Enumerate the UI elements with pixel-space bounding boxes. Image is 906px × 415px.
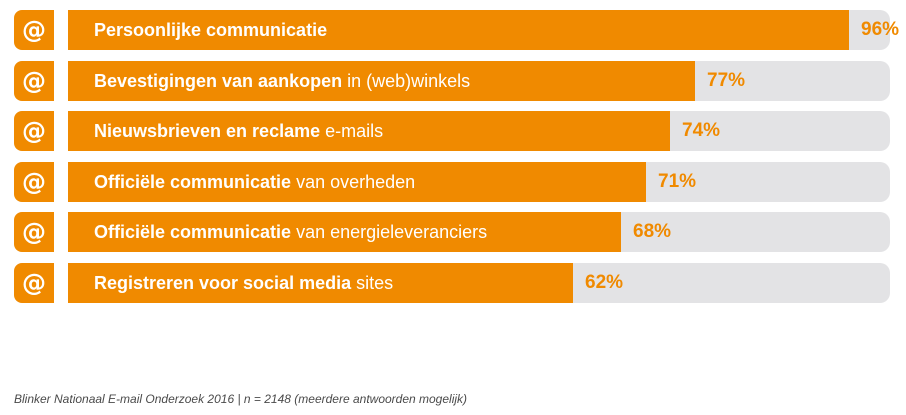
bar [68, 212, 621, 252]
category-label-rest: sites [351, 272, 394, 293]
value-label: 62% [585, 271, 624, 293]
bar [68, 60, 695, 101]
category-label-rest: van energieleveranciers [291, 222, 488, 242]
at-sign-icon: @ [14, 111, 54, 151]
bar-row: @ Persoonlijke communicatie 96% [0, 10, 906, 50]
bar [68, 10, 849, 50]
at-sign-icon: @ [14, 262, 54, 303]
category-label-bold: Officiële communicatie [94, 222, 292, 242]
bar-row: @ Officiële communicatie van overheden 71% [0, 161, 906, 202]
bar-row: @ Officiële communicatie van energielever… [0, 212, 906, 252]
bar-chart: @ Persoonlijke communicatie 96% @ Bevestigin… [0, 10, 906, 303]
at-sign-icon: @ [14, 212, 54, 252]
bar-row: @ Nieuwsbrieven en reclame e-mails 74% [0, 111, 906, 151]
source-footnote: Blinker Nationaal E-mail Onderzoek 2016 … [14, 392, 468, 406]
bar-category-label: Registreren voor social media sites [94, 263, 393, 303]
at-sign-icon: @ [14, 60, 54, 101]
at-sign-icon: @ [14, 161, 54, 202]
category-label-bold: Registreren voor social media [94, 272, 352, 293]
bar-category-label: Bevestigingen van aankopen in (web)winke… [94, 61, 470, 101]
value-label: 71% [658, 170, 697, 192]
at-sign-icon: @ [14, 10, 54, 50]
value-label: 74% [682, 120, 721, 141]
bar-row: @ Bevestigingen van aankopen in (web)wink… [0, 60, 906, 101]
bar [68, 262, 573, 303]
category-label-bold: Persoonlijke communicatie [94, 20, 328, 40]
value-label: 68% [633, 221, 672, 242]
category-label-bold: Nieuwsbrieven en reclame [94, 121, 321, 141]
category-label-rest: e-mails [320, 121, 384, 141]
bar-category-label: Persoonlijke communicatie [94, 10, 327, 50]
value-label: 96% [861, 19, 900, 40]
bar-category-label: Officiële communicatie van overheden [94, 162, 415, 202]
category-label-bold: Bevestigingen van aankopen [94, 70, 343, 91]
bar-category-label: Officiële communicatie van energielevera… [94, 212, 487, 252]
bar-row: @ Registreren voor social media sites 62% [0, 262, 906, 303]
bar [68, 161, 646, 202]
value-label: 77% [707, 69, 746, 91]
category-label-rest: in (web)winkels [342, 70, 471, 91]
bar [68, 111, 670, 151]
category-label-bold: Officiële communicatie [94, 171, 292, 192]
bar-category-label: Nieuwsbrieven en reclame e-mails [94, 111, 383, 151]
category-label-rest: van overheden [291, 171, 416, 192]
